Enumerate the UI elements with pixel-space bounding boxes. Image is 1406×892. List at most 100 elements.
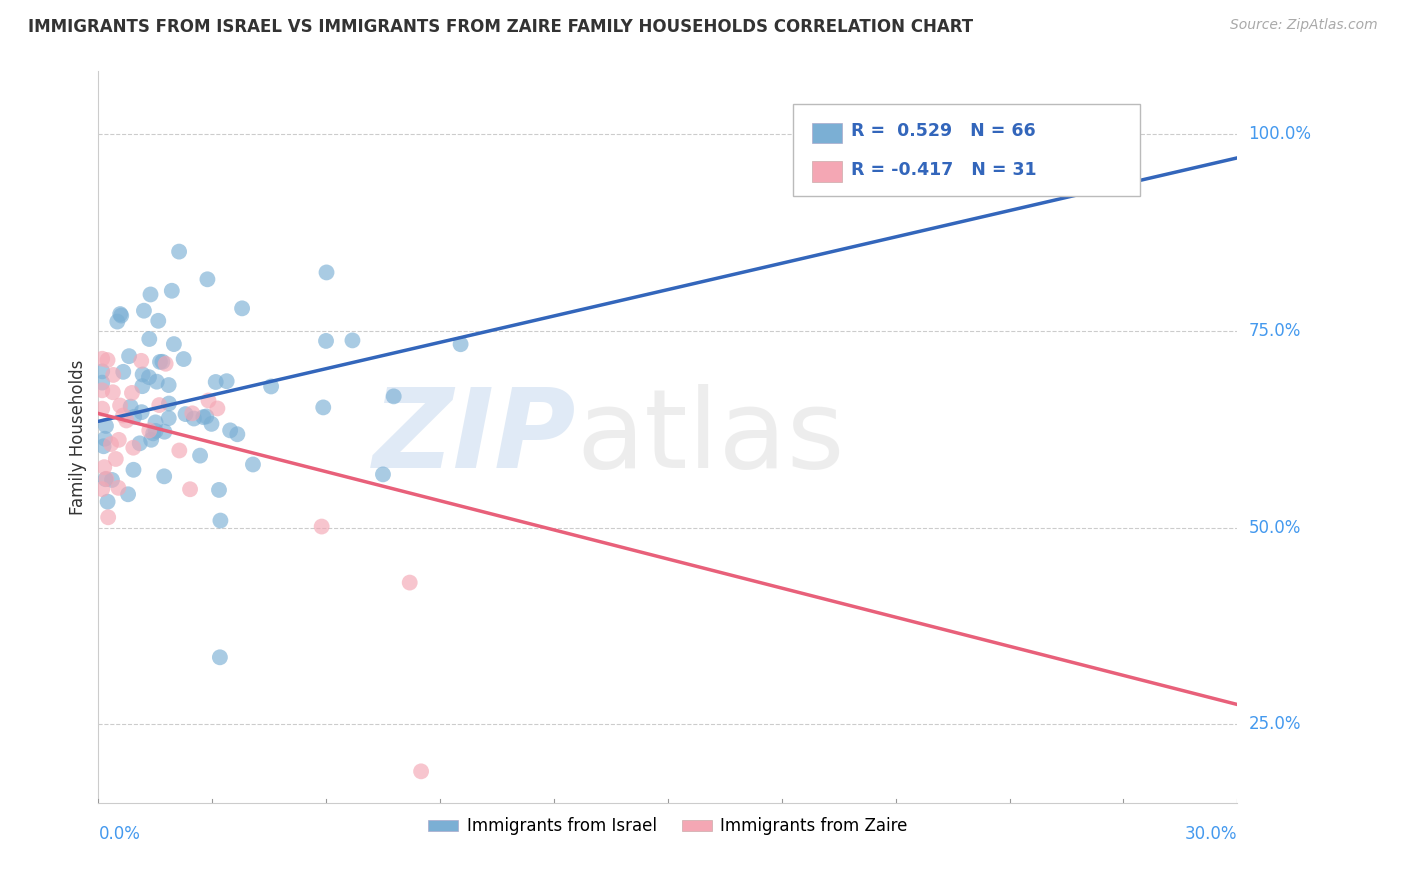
Point — [145, 424, 167, 438]
Text: Source: ZipAtlas.com: Source: ZipAtlas.com — [1230, 18, 1378, 32]
Legend: Immigrants from Israel, Immigrants from Zaire: Immigrants from Israel, Immigrants from … — [422, 811, 914, 842]
Point — [157, 396, 180, 410]
Point — [411, 764, 433, 779]
Point — [122, 441, 145, 455]
Point — [121, 385, 143, 400]
Point — [173, 352, 195, 367]
Point — [148, 398, 170, 412]
Point — [131, 368, 153, 382]
Point — [231, 301, 253, 316]
Point — [138, 370, 160, 384]
Point — [155, 357, 177, 371]
Point — [132, 303, 155, 318]
Point — [91, 482, 114, 496]
Point — [160, 284, 183, 298]
Point — [193, 410, 215, 425]
Point — [96, 353, 118, 368]
Point — [138, 332, 160, 346]
Point — [207, 401, 229, 416]
Point — [208, 483, 231, 497]
Point — [93, 439, 115, 453]
Point — [117, 487, 139, 501]
Point — [183, 411, 205, 425]
Point — [128, 436, 150, 450]
Point — [163, 337, 186, 351]
Point — [118, 349, 141, 363]
Point — [138, 424, 160, 438]
Point — [174, 407, 197, 421]
Point — [129, 354, 152, 368]
Text: R =  0.529   N = 66: R = 0.529 N = 66 — [851, 122, 1036, 140]
Point — [148, 314, 170, 328]
Point — [181, 406, 204, 420]
Point — [101, 385, 124, 400]
Point — [91, 351, 114, 366]
Point — [209, 514, 232, 528]
Point — [91, 376, 114, 390]
Text: 50.0%: 50.0% — [1249, 518, 1301, 536]
Point — [108, 307, 131, 321]
Point — [93, 460, 115, 475]
Point — [112, 365, 135, 379]
Point — [145, 415, 167, 429]
Point — [200, 417, 222, 431]
Point — [108, 399, 131, 413]
Text: IMMIGRANTS FROM ISRAEL VS IMMIGRANTS FROM ZAIRE FAMILY HOUSEHOLDS CORRELATION CH: IMMIGRANTS FROM ISRAEL VS IMMIGRANTS FRO… — [28, 18, 973, 36]
Point — [91, 364, 114, 378]
Text: ZIP: ZIP — [373, 384, 576, 491]
Point — [167, 244, 190, 259]
Point — [97, 494, 120, 508]
Point — [157, 378, 180, 392]
Point — [197, 393, 219, 408]
Point — [120, 400, 142, 414]
Point — [142, 426, 165, 441]
Point — [152, 355, 174, 369]
Point — [105, 315, 128, 329]
Point — [242, 458, 264, 472]
Point — [188, 449, 211, 463]
Point — [145, 375, 167, 389]
Point — [219, 423, 242, 437]
Point — [122, 409, 145, 424]
Point — [450, 337, 472, 351]
Point — [195, 409, 218, 424]
Point — [122, 463, 145, 477]
Point — [153, 469, 176, 483]
Point — [197, 272, 219, 286]
Point — [103, 368, 125, 382]
Point — [315, 334, 337, 348]
Point — [371, 467, 394, 482]
Point — [311, 519, 333, 533]
Point — [101, 473, 124, 487]
Bar — [813, 123, 842, 144]
Point — [91, 384, 114, 398]
Point — [398, 575, 420, 590]
Point — [104, 452, 127, 467]
Point — [179, 482, 201, 496]
Text: 30.0%: 30.0% — [1185, 825, 1237, 843]
Text: 25.0%: 25.0% — [1249, 715, 1301, 733]
Point — [382, 389, 405, 403]
Point — [131, 405, 153, 419]
Point — [260, 379, 283, 393]
Point — [149, 355, 172, 369]
Text: 75.0%: 75.0% — [1249, 322, 1301, 340]
Text: 100.0%: 100.0% — [1249, 125, 1312, 144]
Point — [107, 481, 129, 495]
Point — [157, 411, 180, 425]
Text: R = -0.417   N = 31: R = -0.417 N = 31 — [851, 161, 1036, 179]
Point — [226, 427, 249, 442]
Point — [100, 437, 122, 451]
Point — [342, 334, 364, 348]
Point — [112, 409, 135, 423]
Point — [94, 472, 117, 486]
Bar — [813, 161, 842, 182]
Point — [208, 650, 231, 665]
Point — [107, 433, 129, 447]
Point — [110, 309, 132, 323]
Y-axis label: Family Households: Family Households — [69, 359, 87, 515]
Point — [204, 375, 226, 389]
Point — [312, 401, 335, 415]
Point — [215, 374, 238, 388]
Point — [141, 433, 163, 447]
